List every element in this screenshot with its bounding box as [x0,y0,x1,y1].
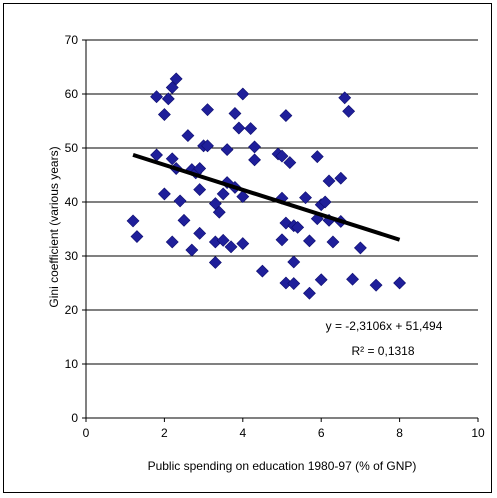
data-point-35 [232,121,246,135]
x-tick-label-6: 6 [318,426,325,440]
x-tick-label-8: 8 [396,426,403,440]
data-point-19 [193,183,207,197]
data-point-55 [299,191,312,205]
data-point-31 [220,143,234,157]
data-point-4 [157,108,171,121]
data-point-57 [303,234,316,248]
data-point-13 [177,213,191,227]
y-tick-label-40: 40 [65,195,79,209]
data-point-40 [248,153,261,167]
data-point-72 [369,278,383,292]
data-point-71 [353,241,367,255]
x-tick-label-4: 4 [239,426,246,440]
data-point-6 [161,92,175,106]
data-point-41 [248,140,261,154]
data-point-60 [314,273,328,287]
y-tick-label-70: 70 [65,33,79,47]
data-point-62 [318,195,332,209]
data-point-32 [224,240,238,254]
data-point-39 [244,122,258,135]
data-point-26 [208,197,222,211]
chart-frame [3,3,492,493]
data-point-54 [291,220,305,234]
trendline-layer [132,152,401,242]
data-point-58 [310,150,324,164]
data-point-66 [334,171,348,185]
data-point-8 [165,152,179,166]
data-point-5 [157,187,171,201]
data-point-18 [193,226,207,240]
data-point-63 [322,174,336,188]
data-point-52 [287,255,301,269]
trendline [132,152,401,242]
y-tick-label-0: 0 [71,411,78,425]
data-point-9 [165,81,179,94]
data-point-47 [279,109,293,123]
y-tick-label-20: 20 [65,303,79,317]
data-point-25 [208,256,222,269]
y-tick-label-10: 10 [65,357,79,371]
data-point-65 [326,235,340,249]
data-point-28 [216,233,230,247]
trendline-equation: y = -2,3106x + 51,494 [326,319,443,333]
data-point-73 [393,276,407,290]
data-point-1 [130,230,144,243]
data-point-70 [346,272,359,286]
data-point-33 [228,107,242,120]
data-point-23 [201,139,214,153]
data-point-12 [173,194,187,208]
data-point-22 [201,103,214,117]
data-point-27 [212,205,226,219]
data-point-15 [185,243,199,257]
data-point-45 [275,233,289,247]
data-point-37 [236,237,250,251]
x-tick-label-2: 2 [161,426,168,440]
y-tick-label-60: 60 [65,87,79,101]
data-point-0 [126,214,140,228]
data-point-69 [342,104,356,118]
x-tick-label-0: 0 [83,426,90,440]
data-point-36 [236,87,250,101]
data-point-29 [216,187,230,201]
y-axis-title: Gini coefficient (various years) [47,146,61,307]
data-point-2 [150,90,163,104]
y-tick-label-30: 30 [65,249,79,263]
data-point-68 [338,91,352,105]
x-axis-title: Public spending on education 1980-97 (% … [148,459,417,473]
data-point-50 [283,156,297,170]
data-point-14 [181,129,195,143]
x-tick-label-10: 10 [471,426,485,440]
data-point-38 [236,190,250,204]
data-point-10 [169,72,183,86]
data-point-56 [303,286,316,300]
data-point-42 [255,264,269,278]
grid-layer [86,39,478,365]
y-tick-label-50: 50 [65,141,79,155]
axes-layer: 0 10 20 30 40 50 60 70 0 2 4 6 8 10 [65,33,485,440]
data-point-44 [275,149,289,163]
trendline-r-squared: R² = 0,1318 [351,344,414,358]
points-layer [126,72,407,300]
data-point-51 [287,277,301,290]
data-point-7 [165,235,179,249]
